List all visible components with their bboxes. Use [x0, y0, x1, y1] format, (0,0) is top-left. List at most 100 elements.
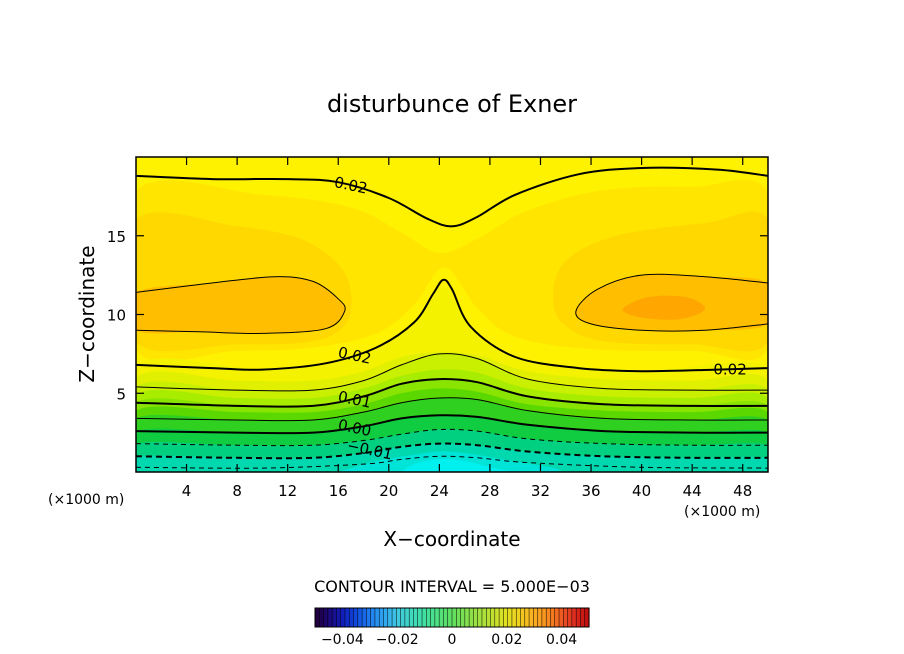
- colorbar-swatch-37: [473, 608, 479, 627]
- colorbar-swatch-26: [426, 608, 432, 627]
- colorbar-swatch-36: [469, 608, 475, 627]
- colorbar-swatch-28: [434, 608, 440, 627]
- colorbar-swatch-7: [344, 608, 350, 627]
- colorbar-swatch-0: [315, 608, 320, 627]
- colorbar-swatch-23: [413, 608, 419, 627]
- colorbar-swatch-8: [349, 608, 355, 627]
- colorbar-swatch-19: [396, 608, 402, 627]
- colorbar-swatch-50: [529, 608, 534, 627]
- colorbar-swatch-17: [387, 608, 393, 627]
- colorbar-swatch-33: [456, 608, 462, 627]
- x-tick-label-11: 48: [733, 482, 752, 500]
- contour-line-0: [136, 166, 768, 228]
- colorbar-swatch-43: [499, 608, 504, 627]
- colorbar-swatch-34: [460, 608, 466, 627]
- colorbar-tick-label-0: −0.04: [321, 632, 364, 648]
- colorbar-swatch-45: [507, 608, 513, 627]
- colorbar-swatch-56: [554, 608, 560, 627]
- fill-band-18: [401, 459, 508, 472]
- contour-line-7: [136, 414, 768, 435]
- y-axis-label: Z−coordinate: [75, 245, 99, 382]
- chart-title: disturbunce of Exner: [327, 90, 577, 118]
- contour-label-2: 0.02: [713, 361, 746, 379]
- colorbar-tick-label-1: −0.02: [376, 632, 419, 648]
- x-tick-label-8: 36: [581, 482, 600, 500]
- colorbar-swatch-27: [430, 608, 436, 627]
- colorbar-swatch-21: [404, 608, 410, 627]
- colorbar-swatch-13: [370, 608, 376, 627]
- x-tick-label-7: 32: [531, 482, 550, 500]
- colorbar-swatch-15: [379, 608, 385, 627]
- colorbar-swatch-10: [357, 608, 363, 627]
- colorbar-swatch-44: [503, 608, 509, 627]
- colorbar-swatch-3: [327, 608, 333, 627]
- colorbar-swatch-51: [533, 608, 539, 627]
- colorbar-swatch-1: [319, 608, 325, 627]
- colorbar-swatch-60: [571, 608, 577, 627]
- colorbar-swatch-54: [546, 608, 552, 627]
- colorbar-swatch-57: [559, 608, 564, 627]
- y-tick-label-0: 5: [116, 385, 126, 403]
- x-tick-label-10: 44: [683, 482, 702, 500]
- contour-line-1: [136, 276, 346, 334]
- colorbar-swatch-4: [332, 608, 338, 627]
- colorbar-swatch-5: [336, 608, 342, 627]
- colorbar-swatch-41: [490, 608, 496, 627]
- contour-line-5: [136, 378, 768, 408]
- contour-fills: [136, 157, 768, 472]
- colorbar-swatch-39: [481, 608, 487, 627]
- colorbar-swatch-61: [576, 608, 582, 627]
- contour-line-6: [136, 397, 768, 422]
- x-tick-label-2: 12: [278, 482, 297, 500]
- x-tick-label-1: 8: [232, 482, 242, 500]
- colorbar-swatch-63: [584, 608, 590, 627]
- colorbar-tick-label-3: 0.02: [491, 632, 522, 648]
- colorbar-swatch-16: [383, 608, 389, 627]
- colorbar-swatch-53: [541, 608, 547, 627]
- colorbar-swatch-9: [353, 608, 359, 627]
- contour-line-9: [136, 442, 768, 460]
- colorbar-swatch-42: [494, 608, 500, 627]
- contour-lines: [136, 166, 768, 469]
- y-tick-label-1: 10: [107, 307, 126, 325]
- colorbar-swatch-29: [439, 608, 445, 627]
- colorbar-swatch-20: [400, 608, 406, 627]
- contour-line-8: [136, 428, 768, 447]
- colorbar-swatch-62: [580, 608, 586, 627]
- contour-line-2: [575, 273, 768, 332]
- colorbar-swatch-22: [409, 608, 415, 627]
- colorbar-swatch-55: [550, 608, 556, 627]
- colorbar-swatch-30: [443, 608, 449, 627]
- colorbar-swatch-47: [516, 608, 522, 627]
- colorbar-tick-label-4: 0.04: [546, 632, 577, 648]
- colorbar-swatch-32: [452, 608, 457, 627]
- x-tick-label-6: 28: [480, 482, 499, 500]
- colorbar-swatch-18: [392, 608, 397, 627]
- colorbar-swatch-35: [464, 608, 470, 627]
- x-tick-label-5: 24: [430, 482, 449, 500]
- colorbar-swatch-40: [486, 608, 492, 627]
- colorbar-swatch-58: [563, 608, 569, 627]
- colorbar-swatch-11: [362, 608, 367, 627]
- contour-line-4: [136, 353, 768, 392]
- x-unit-left: (×1000 m): [48, 492, 124, 508]
- contour-line-10: [136, 455, 768, 469]
- colorbar-swatch-52: [537, 608, 543, 627]
- colorbar-swatch-59: [567, 608, 573, 627]
- y-tick-label-2: 15: [107, 228, 126, 246]
- contour-interval-text: CONTOUR INTERVAL = 5.000E−03: [314, 577, 590, 596]
- contour-line-3: [136, 278, 768, 373]
- colorbar-swatch-46: [511, 608, 517, 627]
- x-tick-label-4: 20: [379, 482, 398, 500]
- colorbar-tick-label-2: 0: [448, 632, 457, 648]
- colorbar-swatch-12: [366, 608, 372, 627]
- colorbar-swatch-31: [447, 608, 453, 627]
- colorbar-frame: [314, 607, 590, 628]
- colorbar-swatch-14: [374, 608, 380, 627]
- x-tick-label-3: 16: [329, 482, 348, 500]
- colorbar-swatch-48: [520, 608, 526, 627]
- colorbar-swatch-24: [417, 608, 423, 627]
- colorbar: −0.04 −0.02 0 0.02 0.04: [314, 607, 590, 648]
- colorbar-swatch-38: [477, 608, 483, 627]
